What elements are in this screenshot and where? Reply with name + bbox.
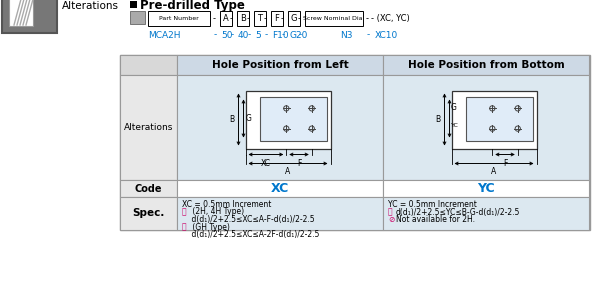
Text: B: B bbox=[229, 115, 234, 124]
Text: B: B bbox=[240, 14, 246, 23]
Text: YC: YC bbox=[477, 182, 495, 195]
Bar bbox=[288, 11, 300, 26]
Text: F10: F10 bbox=[272, 30, 289, 40]
Bar bbox=[383, 55, 589, 75]
Text: d(d₁)/2+2.5≤YC≤B-G-d(d₁)/2-2.5: d(d₁)/2+2.5≤YC≤B-G-d(d₁)/2-2.5 bbox=[396, 207, 520, 217]
Text: -: - bbox=[231, 30, 234, 40]
Bar bbox=[254, 11, 266, 26]
Text: G: G bbox=[451, 103, 456, 112]
Text: -: - bbox=[265, 30, 268, 40]
Text: 5: 5 bbox=[255, 30, 260, 40]
Text: Hole Position from Left: Hole Position from Left bbox=[211, 60, 348, 70]
Text: MCA2H: MCA2H bbox=[148, 30, 181, 40]
Bar bbox=[452, 91, 536, 148]
Bar bbox=[177, 75, 383, 180]
Bar bbox=[120, 55, 590, 230]
Text: d(d₁)/2+2.5≤XC≤A-2F-d(d₁)/2-2.5: d(d₁)/2+2.5≤XC≤A-2F-d(d₁)/2-2.5 bbox=[182, 230, 319, 239]
Bar bbox=[271, 11, 283, 26]
Text: Alterations: Alterations bbox=[124, 123, 173, 132]
Bar bbox=[383, 75, 589, 180]
Bar bbox=[465, 97, 532, 141]
Text: d(d₁)/2+2.5≤XC≤A-F-d(d₁)/2-2.5: d(d₁)/2+2.5≤XC≤A-F-d(d₁)/2-2.5 bbox=[182, 215, 314, 224]
Bar bbox=[246, 91, 330, 148]
Text: Pre-drilled Type: Pre-drilled Type bbox=[140, 0, 245, 11]
Text: Spec.: Spec. bbox=[133, 209, 165, 219]
Text: (2H, 4H Type): (2H, 4H Type) bbox=[190, 207, 244, 217]
Bar bbox=[9, 0, 33, 26]
Text: XC: XC bbox=[271, 182, 289, 195]
Bar bbox=[177, 197, 383, 230]
Text: -: - bbox=[246, 14, 249, 23]
Text: XC = 0.5mm Increment: XC = 0.5mm Increment bbox=[182, 200, 271, 209]
Bar bbox=[305, 11, 363, 26]
Bar bbox=[237, 11, 249, 26]
Text: 40: 40 bbox=[238, 30, 249, 40]
Text: -: - bbox=[298, 14, 301, 23]
Bar bbox=[130, 1, 137, 8]
Text: - (XC, YC): - (XC, YC) bbox=[371, 14, 410, 23]
Text: -: - bbox=[365, 14, 368, 23]
Text: -: - bbox=[263, 14, 266, 23]
Text: 50: 50 bbox=[221, 30, 233, 40]
Bar bbox=[220, 11, 232, 26]
Text: F: F bbox=[297, 158, 301, 168]
Text: G20: G20 bbox=[289, 30, 307, 40]
Text: Alterations: Alterations bbox=[62, 1, 119, 11]
Text: A: A bbox=[285, 168, 291, 176]
Text: Screw Nominal Dia.: Screw Nominal Dia. bbox=[303, 16, 365, 21]
Text: ⓘ: ⓘ bbox=[182, 207, 186, 217]
Bar bbox=[177, 55, 383, 75]
Text: -: - bbox=[281, 14, 284, 23]
Text: T: T bbox=[258, 14, 262, 23]
Bar bbox=[120, 197, 177, 230]
Bar bbox=[2, 0, 57, 33]
Text: A: A bbox=[491, 168, 497, 176]
Bar bbox=[120, 75, 177, 180]
Text: XC: XC bbox=[261, 158, 271, 168]
Bar bbox=[383, 197, 589, 230]
Text: -: - bbox=[214, 30, 217, 40]
Bar bbox=[148, 11, 210, 26]
Bar bbox=[383, 180, 589, 197]
Text: Hole Position from Bottom: Hole Position from Bottom bbox=[408, 60, 564, 70]
Text: G: G bbox=[291, 14, 297, 23]
Text: Not available for 2H.: Not available for 2H. bbox=[396, 215, 475, 224]
Text: -: - bbox=[282, 30, 285, 40]
Text: F: F bbox=[275, 14, 279, 23]
Bar bbox=[120, 180, 177, 197]
Text: Code: Code bbox=[135, 184, 162, 194]
Text: ⓘ: ⓘ bbox=[388, 207, 392, 217]
Text: ⓘ: ⓘ bbox=[182, 223, 186, 231]
Text: (GH Type): (GH Type) bbox=[190, 223, 230, 231]
Text: YC = 0.5mm Increment: YC = 0.5mm Increment bbox=[388, 200, 477, 209]
Text: ⊘: ⊘ bbox=[388, 215, 394, 224]
Text: -: - bbox=[367, 30, 370, 40]
Bar bbox=[177, 180, 383, 197]
Text: -: - bbox=[248, 30, 251, 40]
Bar bbox=[120, 55, 177, 75]
Text: -: - bbox=[213, 14, 215, 23]
Text: -: - bbox=[299, 30, 303, 40]
Text: B: B bbox=[435, 115, 440, 124]
Text: A: A bbox=[223, 14, 229, 23]
Bar bbox=[259, 97, 327, 141]
Text: Part Number: Part Number bbox=[159, 16, 199, 21]
Text: F: F bbox=[503, 158, 507, 168]
Text: G: G bbox=[246, 114, 252, 123]
Text: N3: N3 bbox=[340, 30, 352, 40]
Text: -: - bbox=[230, 14, 233, 23]
Text: XC10: XC10 bbox=[375, 30, 398, 40]
Bar bbox=[130, 11, 145, 24]
Text: YC: YC bbox=[451, 123, 458, 128]
